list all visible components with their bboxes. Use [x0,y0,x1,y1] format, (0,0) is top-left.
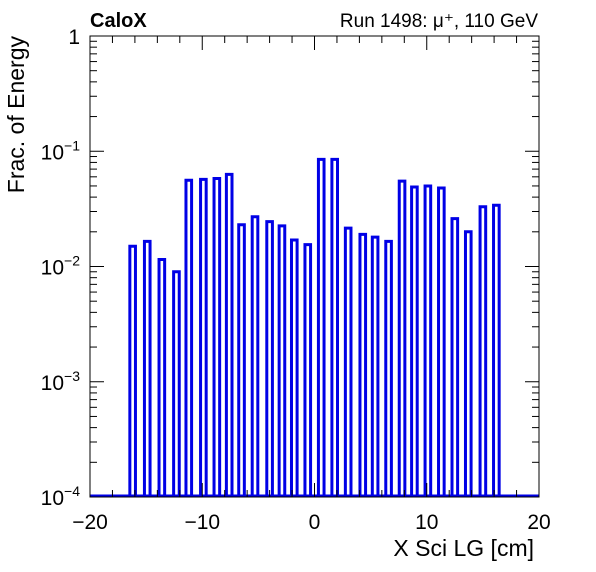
y-tick-label: 10−4 [41,483,81,510]
histogram-bar [142,239,152,497]
histogram-bar [463,230,473,497]
x-tick-label: 20 [527,511,550,534]
x-tick-label: −20 [72,511,108,534]
brand-label: CaloX [90,10,147,32]
run-label: Run 1498: μ⁺, 110 GeV [340,11,538,32]
histogram-bar [303,243,313,497]
histogram-bar [450,217,460,497]
histogram-bar [410,185,419,497]
x-tick-label: 0 [309,511,321,534]
histogram-bar [237,223,246,497]
histogram-bar [172,270,181,497]
histogram-bar [384,239,393,497]
histogram-bar [199,177,208,497]
y-axis-title: Frac. of Energy [3,36,29,194]
histogram-bar [265,220,274,497]
y-tick-label: 10−1 [41,137,81,164]
histogram-bar [358,232,368,497]
histogram-bar [250,215,260,497]
histogram-bar [370,235,380,497]
y-tick-label: 10−3 [41,368,81,395]
histogram-bar [224,172,234,497]
histogram-bar [397,179,407,497]
histogram-bars [128,157,501,497]
histogram-bar [128,244,137,497]
histogram-bar [492,203,501,497]
histogram-bar [212,177,222,497]
histogram-bar [184,178,194,497]
histogram-bar [343,226,353,497]
y-tick-label: 10−2 [41,253,81,280]
x-axis-title: X Sci LG [cm] [393,535,534,561]
y-tick-label: 1 [68,26,80,49]
x-tick-label: −10 [184,511,220,534]
histogram-bar [289,238,299,497]
histogram-bar [316,157,326,497]
histogram-bar [277,224,287,497]
y-axis-ticks: 1 10−1 10−2 10−3 10−4 [41,26,539,510]
histogram-bar [157,258,167,497]
histogram-bar [423,184,433,497]
histogram-bar [478,205,488,497]
histogram-bar [437,186,446,497]
x-axis-ticks: −20 −10 0 10 20 [72,36,551,534]
histogram-bar [330,157,340,497]
x-tick-label: 10 [415,511,438,534]
